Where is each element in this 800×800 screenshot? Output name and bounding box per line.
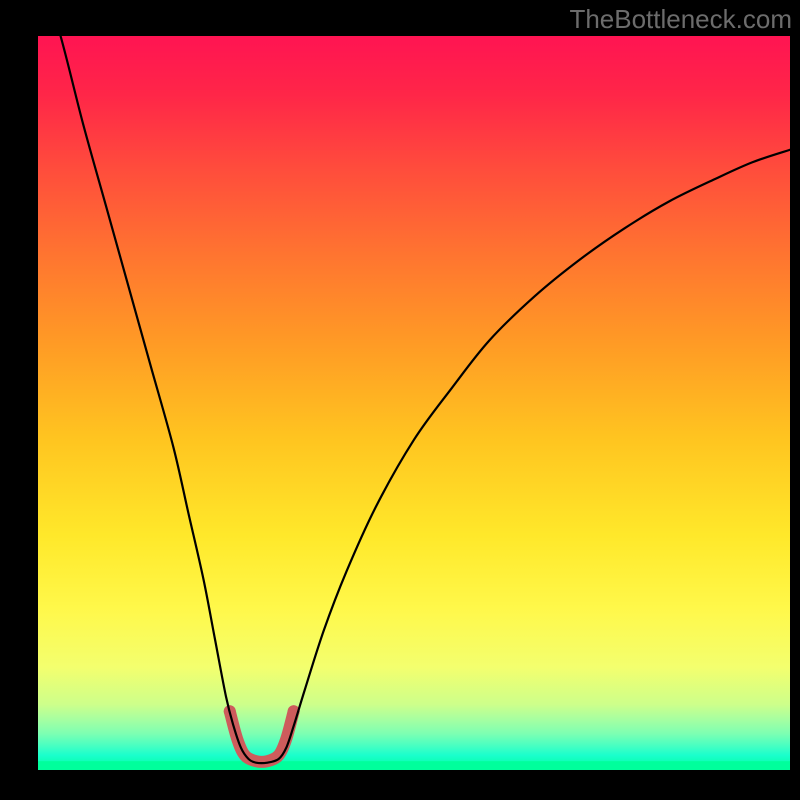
bottleneck-chart	[38, 36, 790, 770]
chart-container: TheBottleneck.com	[0, 0, 800, 800]
watermark-text: TheBottleneck.com	[569, 4, 792, 35]
